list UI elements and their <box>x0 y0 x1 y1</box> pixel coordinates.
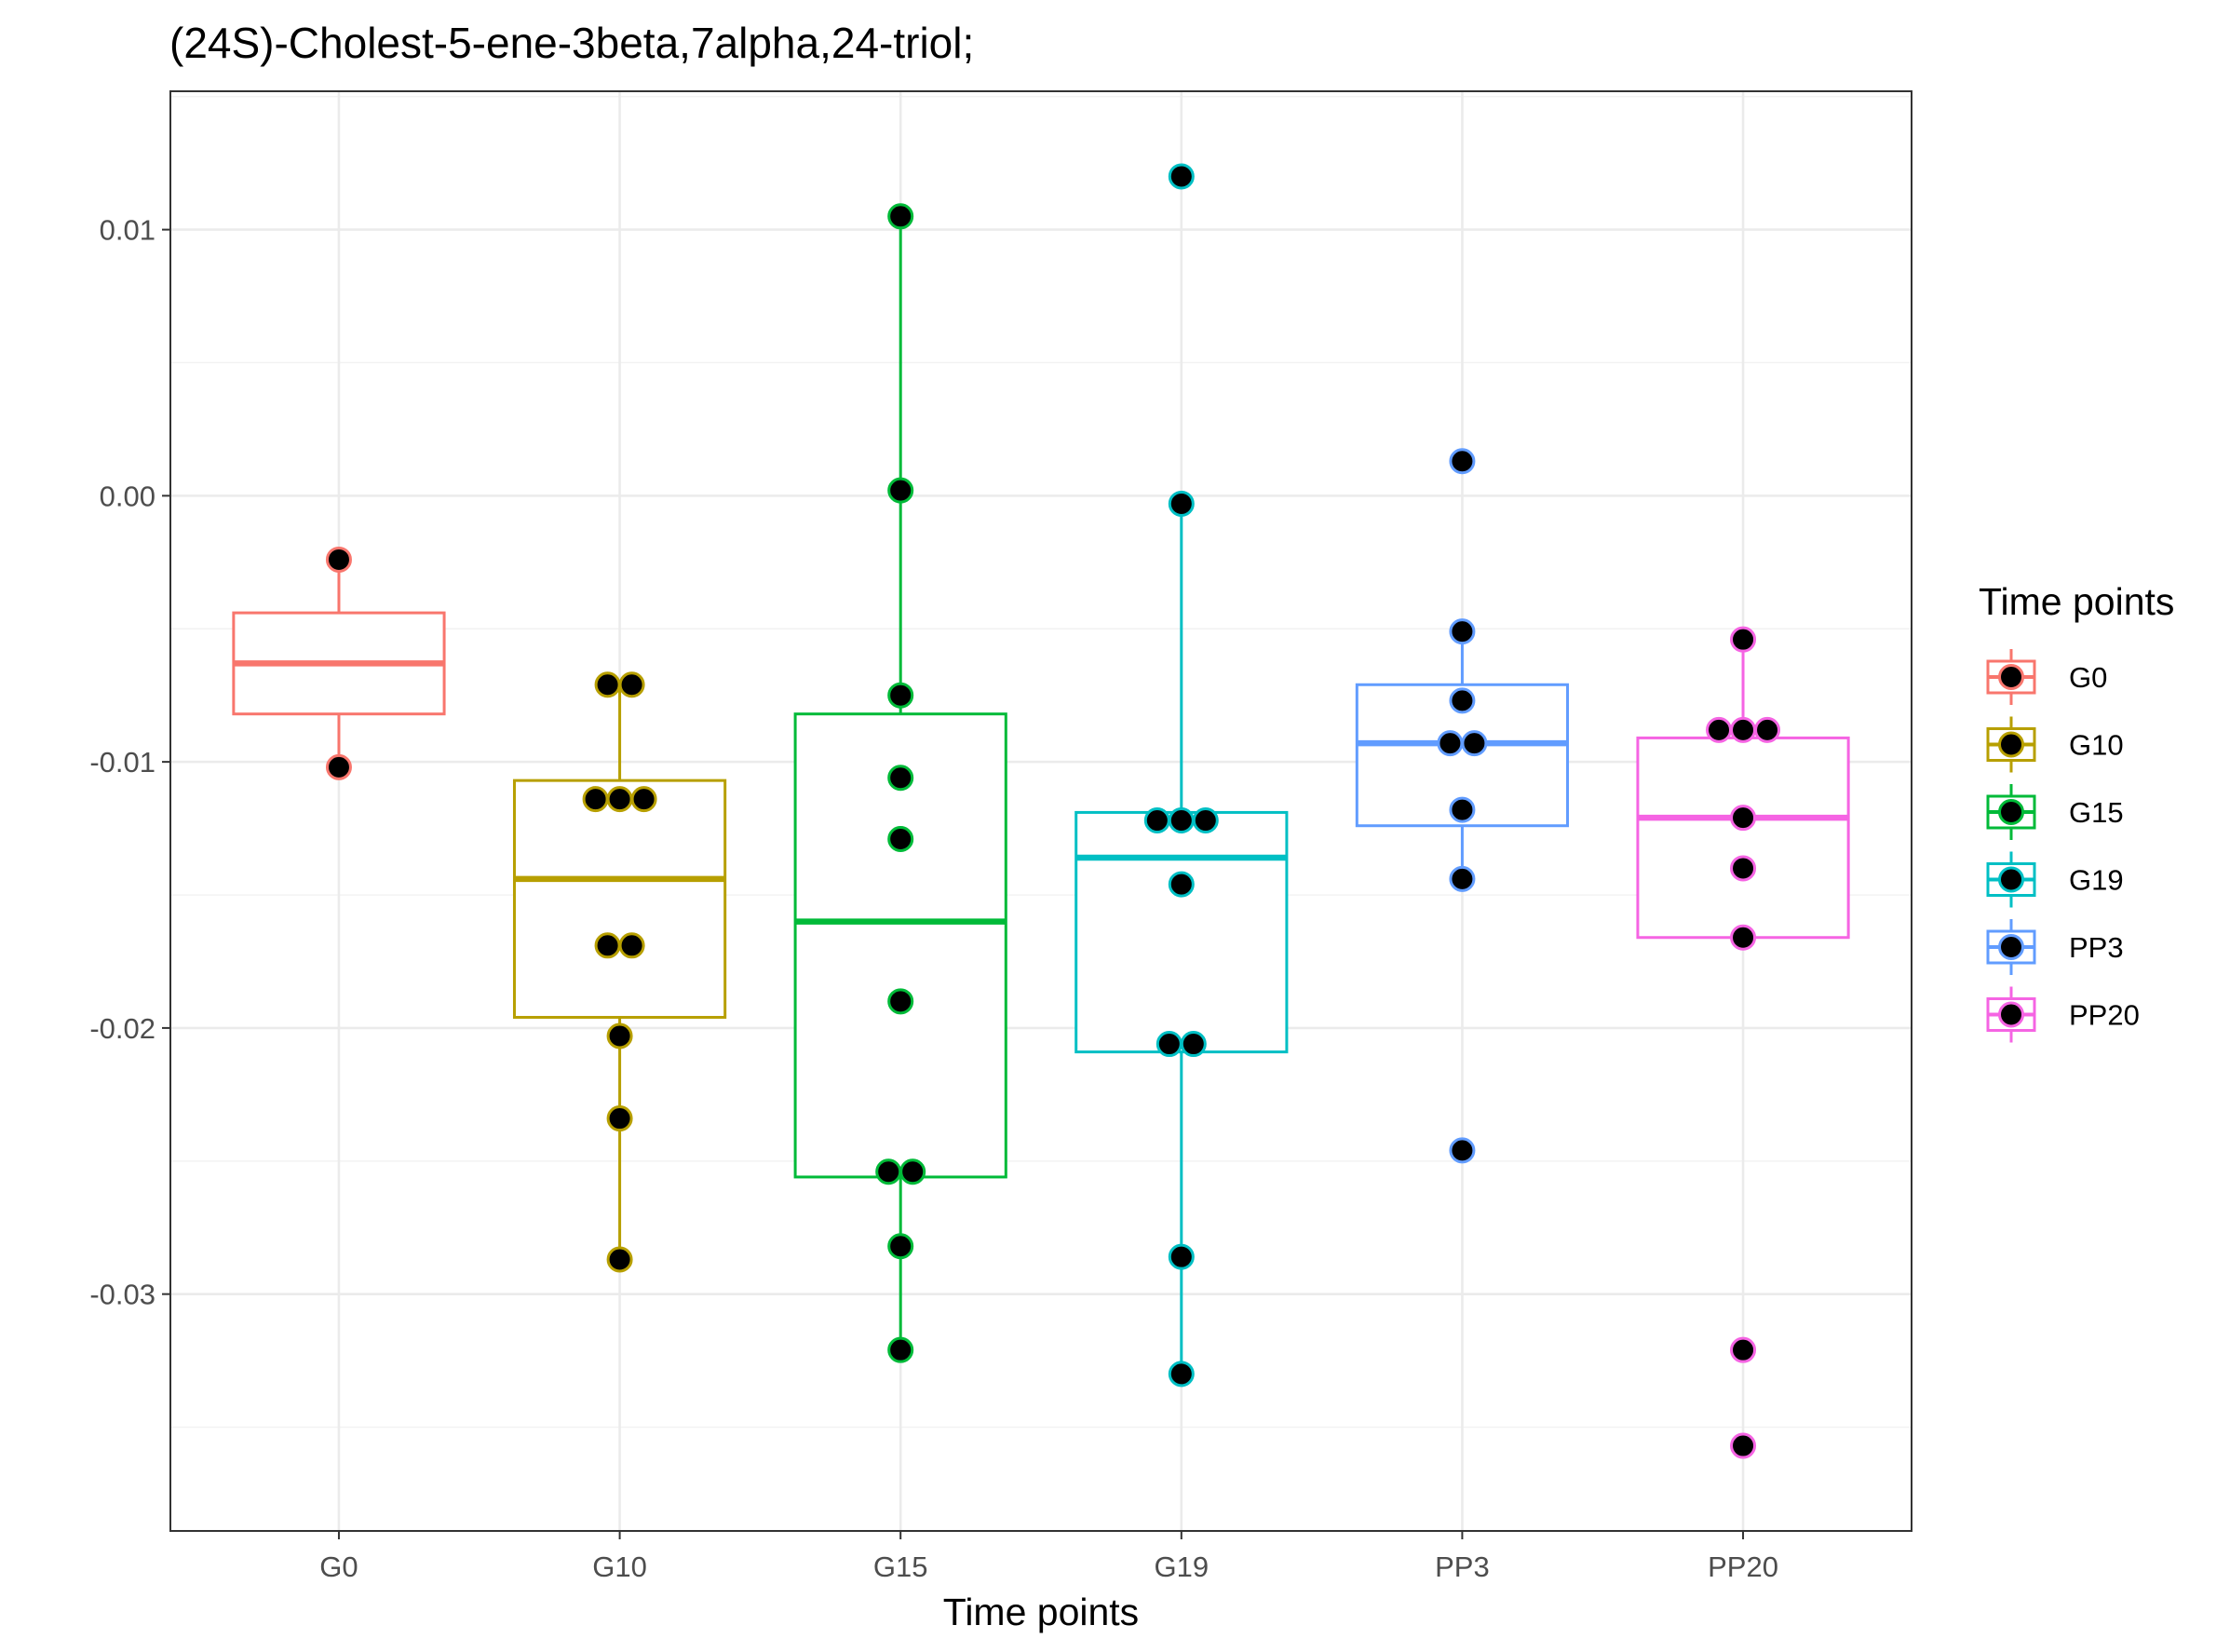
data-point <box>1706 716 1733 743</box>
legend-label: G19 <box>2069 864 2124 897</box>
data-point <box>594 671 621 698</box>
x-axis-title: Time points <box>943 1591 1139 1633</box>
data-point <box>875 1158 902 1185</box>
data-point <box>1168 871 1195 898</box>
data-point <box>1180 1031 1207 1058</box>
data-point <box>1168 163 1195 190</box>
data-point <box>618 932 645 959</box>
y-tick-label: -0.01 <box>89 746 155 779</box>
legend-label: G0 <box>2069 661 2107 694</box>
data-point <box>1168 807 1195 834</box>
data-point <box>606 1105 633 1132</box>
data-point <box>1730 805 1757 832</box>
plot-panel-border <box>169 90 1912 1532</box>
y-tick-label: -0.03 <box>89 1279 155 1311</box>
data-point <box>1156 1031 1183 1058</box>
data-point <box>1754 716 1781 743</box>
legend-key-point <box>1998 934 2024 960</box>
point-layer <box>325 163 1781 1459</box>
y-tick-label: 0.01 <box>100 214 155 247</box>
data-point <box>1730 855 1757 882</box>
data-point <box>1449 618 1476 645</box>
data-point <box>887 826 914 853</box>
x-tick-label: G0 <box>319 1550 358 1583</box>
data-point <box>606 786 633 813</box>
legend-label: PP3 <box>2069 931 2124 964</box>
x-tick-label: PP20 <box>1708 1550 1778 1583</box>
box-g19 <box>1074 810 1289 1054</box>
data-point <box>1730 626 1757 653</box>
data-point <box>887 1233 914 1260</box>
legend-label: G10 <box>2069 729 2124 762</box>
data-point <box>1449 448 1476 475</box>
data-point <box>1730 716 1757 743</box>
data-point <box>1449 687 1476 714</box>
data-point <box>606 1246 633 1273</box>
box-layer <box>232 216 1850 1374</box>
data-point <box>1168 1361 1195 1388</box>
data-point <box>887 988 914 1015</box>
data-point <box>1461 730 1488 757</box>
data-point <box>1437 730 1464 757</box>
data-point <box>1449 1137 1476 1164</box>
data-point <box>582 786 609 813</box>
box-pp20 <box>1636 736 1850 940</box>
data-point <box>1168 490 1195 517</box>
data-point <box>325 546 352 573</box>
legend-key-point <box>1998 866 2024 893</box>
data-point <box>1143 807 1170 834</box>
data-point <box>1168 1243 1195 1270</box>
data-point <box>630 786 657 813</box>
data-point <box>887 765 914 792</box>
legend-title: Time points <box>1979 580 2174 623</box>
data-point <box>887 682 914 709</box>
data-point <box>1730 1336 1757 1363</box>
legend-label: G15 <box>2069 796 2124 829</box>
legend-label: PP20 <box>2069 999 2140 1032</box>
data-point <box>1192 807 1219 834</box>
box-g15 <box>793 712 1007 1179</box>
box-g10 <box>512 779 727 1019</box>
y-tick-label: 0.00 <box>100 480 155 512</box>
x-tick-label: G10 <box>592 1550 647 1583</box>
y-axis: 0.01 0.00 -0.01 -0.02 -0.03 <box>89 214 170 1311</box>
x-tick-label: G19 <box>1155 1550 1210 1583</box>
data-point <box>1449 865 1476 892</box>
data-point <box>1449 796 1476 823</box>
data-point <box>887 477 914 504</box>
legend-key-point <box>1998 1001 2024 1028</box>
legend-key-point <box>1998 731 2024 758</box>
data-point <box>899 1158 926 1185</box>
legend-key-point <box>1998 664 2024 690</box>
y-tick-label: -0.02 <box>89 1012 155 1045</box>
x-tick-label: G15 <box>873 1550 928 1583</box>
data-point <box>606 1022 633 1049</box>
data-point <box>325 753 352 780</box>
data-point <box>1730 1432 1757 1459</box>
x-axis: G0 G10 G15 G19 PP3 PP20 <box>319 1531 1778 1583</box>
chart-title: (24S)-Cholest-5-ene-3beta,7alpha,24-trio… <box>169 19 974 67</box>
data-point <box>618 671 645 698</box>
data-point <box>594 932 621 959</box>
data-point <box>887 1336 914 1363</box>
data-point <box>1730 924 1757 951</box>
legend: Time points G0 G10 G15 G19 PP3 PP20 <box>1979 580 2174 1043</box>
data-point <box>887 203 914 230</box>
x-tick-label: PP3 <box>1435 1550 1490 1583</box>
legend-key-point <box>1998 799 2024 825</box>
